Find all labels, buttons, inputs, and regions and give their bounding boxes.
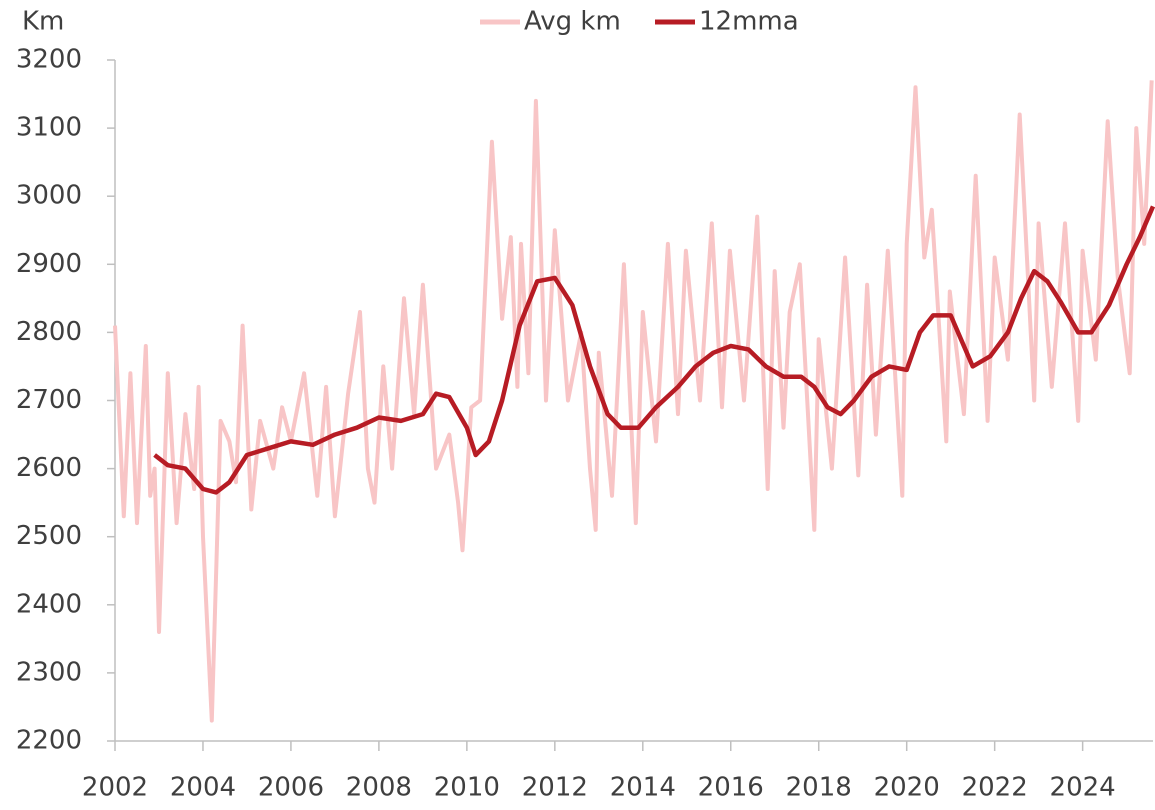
- y-tick-label: 2700: [16, 385, 82, 415]
- x-tick-label: 2008: [346, 773, 412, 803]
- y-tick-label: 3100: [16, 113, 82, 143]
- legend-label: 12mma: [699, 7, 799, 37]
- x-tick-label: 2022: [962, 773, 1028, 803]
- y-axis-label: Km: [22, 7, 64, 37]
- legend-label: Avg km: [524, 7, 621, 37]
- y-tick-label: 2500: [16, 521, 82, 551]
- y-tick-label: 2600: [16, 453, 82, 483]
- series-line: [113, 80, 1154, 723]
- y-tick-label: 3200: [16, 45, 82, 75]
- x-tick-label: 2006: [258, 773, 324, 803]
- x-tick-label: 2010: [434, 773, 500, 803]
- y-tick-label: 2300: [16, 657, 82, 687]
- x-tick-label: 2018: [786, 773, 852, 803]
- y-tick-label: 3000: [16, 181, 82, 211]
- series-line: [153, 205, 1155, 495]
- x-tick-label: 2002: [82, 773, 148, 803]
- x-tick-label: 2020: [874, 773, 940, 803]
- x-tick-label: 2012: [522, 773, 588, 803]
- x-tick-label: 2004: [170, 773, 236, 803]
- y-tick-label: 2200: [16, 726, 82, 756]
- y-tick-label: 2900: [16, 249, 82, 279]
- x-tick-label: 2014: [610, 773, 676, 803]
- x-tick-label: 2024: [1050, 773, 1116, 803]
- y-tick-label: 2400: [16, 589, 82, 619]
- x-tick-label: 2016: [698, 773, 764, 803]
- y-tick-label: 2800: [16, 317, 82, 347]
